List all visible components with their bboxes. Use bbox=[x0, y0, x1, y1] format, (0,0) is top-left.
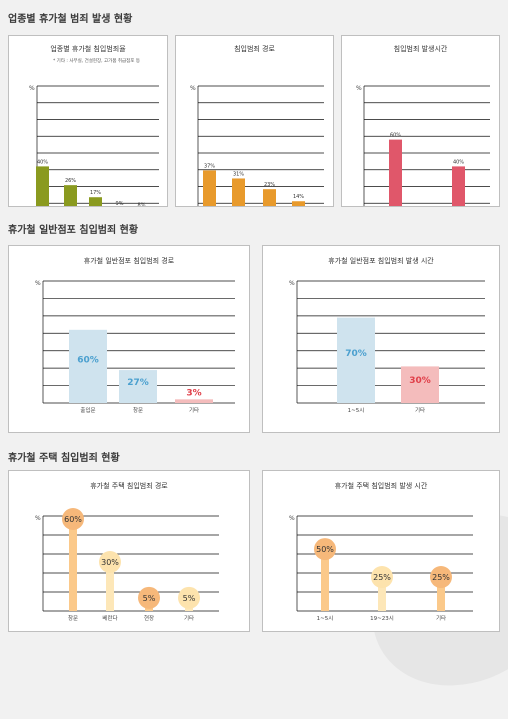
data-label: 23% bbox=[264, 182, 275, 188]
data-label: 9% bbox=[116, 201, 124, 206]
data-bubble bbox=[178, 586, 200, 609]
panel-time: 침입범죄 발생시간 %60%1~5시40%기타 bbox=[341, 35, 500, 207]
data-bubble bbox=[314, 538, 336, 561]
bar bbox=[36, 166, 49, 206]
chart-store-route: % 60% 출입문 27% 창문 3% 기타 bbox=[35, 280, 235, 414]
data-label: 31% bbox=[233, 171, 244, 177]
chart-title: 업종별 휴가철 침입범죄율 bbox=[50, 45, 126, 53]
data-label: 5% bbox=[183, 594, 196, 603]
data-label: 30% bbox=[101, 558, 119, 567]
data-label: 27% bbox=[127, 378, 149, 388]
category-label: 창문 bbox=[68, 614, 78, 622]
bar bbox=[263, 189, 276, 206]
y-axis-label: % bbox=[35, 515, 41, 522]
panel-house-route: 휴가철 주택 침입범죄 경로 % 60% 창문 30% 베란다 5% 현장 5% 기타 bbox=[8, 470, 250, 632]
bar bbox=[106, 568, 114, 611]
y-axis-label: % bbox=[289, 280, 295, 287]
data-label: 5% bbox=[143, 594, 156, 603]
chart-title: 휴가철 주택 침입범죄 경로 bbox=[90, 482, 168, 490]
data-label: 40% bbox=[37, 159, 48, 165]
category-label: 기타 bbox=[189, 406, 199, 414]
bar bbox=[321, 555, 329, 611]
chart-industry-rate: %40%일반점포26%음식점17%기타*9%이동통신매장8%주택 bbox=[29, 85, 159, 206]
data-label: 50% bbox=[316, 545, 334, 554]
bar bbox=[64, 185, 77, 206]
data-label: 60% bbox=[390, 133, 401, 139]
panel-store-route: 휴가철 일반점포 침입범죄 경로 % 60% 출입문 27% 창문 3% 기타 bbox=[8, 245, 250, 433]
y-axis-label: % bbox=[29, 85, 35, 92]
bar bbox=[452, 166, 465, 206]
category-label: 현장 bbox=[144, 614, 154, 622]
y-axis-label: % bbox=[356, 85, 362, 92]
chart-store-time: % 70% 1~5시 30% 기타 bbox=[289, 280, 485, 414]
data-label: 37% bbox=[204, 163, 215, 169]
section-title-store: 휴가철 일반점포 침입범죄 현황 bbox=[8, 225, 139, 236]
chart-title: 휴가철 일반점포 침입범죄 발생 시간 bbox=[328, 257, 434, 265]
section-title-house: 휴가철 주택 침입범죄 현황 bbox=[8, 453, 120, 464]
data-bubble bbox=[62, 508, 84, 530]
data-bubble bbox=[138, 586, 160, 609]
bar bbox=[232, 178, 245, 206]
chart-house-time: % 50% 1~5시 25% 19~23시 25% 기타 bbox=[289, 515, 473, 622]
data-label: 8% bbox=[138, 202, 146, 206]
chart-title: 침입범죄 경로 bbox=[234, 45, 275, 53]
panel-house-time: 휴가철 주택 침입범죄 발생 시간 % 50% 1~5시 25% 19~23시 25% 기타 bbox=[262, 470, 500, 632]
category-label: 기타 bbox=[436, 614, 446, 622]
data-bubble bbox=[99, 551, 121, 573]
category-label: 출입문 bbox=[80, 406, 95, 414]
chart-house-route: % 60% 창문 30% 베란다 5% 현장 5% 기타 bbox=[35, 508, 219, 622]
data-label: 25% bbox=[432, 573, 450, 582]
data-label: 60% bbox=[64, 515, 82, 524]
bar bbox=[175, 399, 213, 403]
bar bbox=[437, 583, 445, 611]
category-label: 창문 bbox=[133, 406, 143, 414]
y-axis-label: % bbox=[289, 515, 295, 522]
category-label: 기타 bbox=[184, 614, 194, 622]
category-label: 1~5시 bbox=[348, 408, 365, 414]
panel-store-time: 휴가철 일반점포 침입범죄 발생 시간 % 70% 1~5시 30% 기타 bbox=[262, 245, 500, 433]
data-label: 30% bbox=[409, 376, 431, 386]
category-label: 1~5시 bbox=[317, 616, 334, 622]
bar bbox=[389, 139, 402, 206]
data-label: 40% bbox=[453, 159, 464, 165]
data-label: 17% bbox=[90, 190, 101, 196]
data-bubble bbox=[430, 566, 452, 589]
data-label: 25% bbox=[373, 573, 391, 582]
y-axis-label: % bbox=[35, 280, 41, 287]
data-label: 26% bbox=[65, 178, 76, 184]
data-label: 3% bbox=[186, 388, 201, 398]
bar bbox=[203, 170, 216, 206]
panel-industry-rate: 업종별 휴가철 침입범죄율 * 기타 : 사무실, 건설현장, 고가품 취급점포… bbox=[8, 35, 168, 207]
data-bubble bbox=[371, 566, 393, 589]
bar bbox=[69, 329, 107, 403]
bar bbox=[401, 366, 439, 403]
bar bbox=[89, 197, 102, 206]
section-title-industry: 업종별 휴가철 범죄 발생 현황 bbox=[8, 14, 133, 25]
chart-title: 휴가철 일반점포 침입범죄 경로 bbox=[83, 257, 175, 265]
bar bbox=[119, 370, 157, 403]
chart-title: 침입범죄 발생시간 bbox=[393, 45, 448, 53]
data-label: 70% bbox=[345, 349, 367, 359]
chart-time: %60%1~5시40%기타 bbox=[356, 85, 490, 206]
chart-note: * 기타 : 사무실, 건설현장, 고가품 취급점포 등 bbox=[53, 59, 141, 64]
category-label: 기타 bbox=[415, 406, 425, 414]
bar bbox=[378, 583, 386, 611]
category-label: 베란다 bbox=[102, 614, 117, 622]
bar bbox=[337, 317, 375, 403]
panel-route: 침입범죄 경로 %37%창문31%출입문23%보조출입문14%기타 bbox=[175, 35, 334, 207]
category-label: 19~23시 bbox=[370, 616, 394, 622]
data-label: 60% bbox=[77, 356, 99, 366]
bar bbox=[69, 525, 77, 611]
data-label: 14% bbox=[293, 194, 304, 200]
y-axis-label: % bbox=[190, 85, 196, 92]
chart-route: %37%창문31%출입문23%보조출입문14%기타 bbox=[190, 85, 324, 206]
chart-title: 휴가철 주택 침입범죄 발생 시간 bbox=[334, 482, 428, 490]
bar bbox=[292, 201, 305, 206]
